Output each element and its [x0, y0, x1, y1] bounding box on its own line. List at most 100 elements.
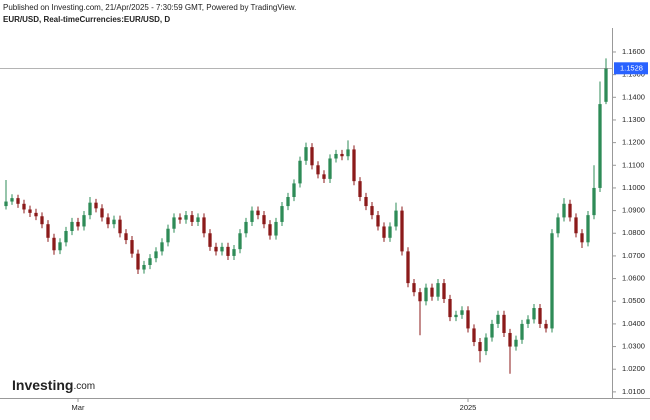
candle-body — [250, 210, 254, 222]
candle-body — [232, 249, 236, 256]
y-tick-label: 1.0900 — [622, 206, 645, 215]
candle-body — [532, 308, 536, 320]
candle-body — [10, 198, 14, 202]
candle-body — [226, 246, 230, 256]
candle-body — [124, 233, 128, 241]
candle-body — [286, 197, 290, 207]
candle-body — [418, 292, 422, 302]
candle-body — [526, 319, 530, 324]
candle-body — [70, 221, 74, 231]
candle-body — [562, 203, 566, 218]
candle-body — [556, 217, 560, 234]
y-tick-label: 1.1100 — [622, 160, 644, 169]
candle-body — [340, 153, 344, 157]
candle-body — [220, 246, 224, 252]
candle-body — [316, 165, 320, 175]
candle-body — [394, 210, 398, 227]
candle-body — [466, 310, 470, 329]
candle-body — [586, 215, 590, 243]
candle-body — [112, 219, 116, 225]
candle-body — [22, 203, 26, 210]
candle-body — [328, 158, 332, 179]
candle-body — [214, 246, 218, 252]
last-price-box — [614, 62, 648, 75]
candle-body — [502, 314, 506, 333]
candle-body — [178, 217, 182, 220]
candle-body — [544, 323, 548, 329]
candle-body — [184, 215, 188, 220]
candle-body — [580, 233, 584, 243]
candle-body — [388, 226, 392, 238]
candle-body — [382, 226, 386, 238]
y-tick-label: 1.0400 — [622, 319, 645, 328]
candle-body — [358, 181, 362, 198]
candle-body — [508, 332, 512, 347]
candle-body — [196, 217, 200, 222]
candle-body — [430, 287, 434, 297]
last-price-label: 1.1528 — [620, 63, 643, 72]
candle-body — [40, 216, 44, 225]
candle-body — [370, 206, 374, 216]
candle-body — [106, 217, 110, 225]
candle-body — [574, 217, 578, 234]
candle-body — [256, 210, 260, 216]
candle-body — [142, 264, 146, 270]
candle-body — [376, 215, 380, 227]
candle-body — [592, 187, 596, 216]
candle-body — [94, 202, 98, 209]
x-tick-label: 2025 — [460, 403, 477, 412]
candle-body — [520, 323, 524, 340]
y-tick-label: 1.1200 — [622, 138, 645, 147]
candle-body — [166, 228, 170, 243]
candle-body — [82, 215, 86, 227]
candle-body — [136, 253, 140, 270]
candle-body — [160, 242, 164, 252]
candle-body — [424, 287, 428, 302]
candle-body — [568, 203, 572, 218]
candle-body — [436, 283, 440, 297]
candle-body — [46, 224, 50, 238]
x-tick-label: Mar — [72, 403, 85, 412]
candle-body — [4, 201, 8, 207]
candle-body — [88, 202, 92, 216]
candle-body — [298, 160, 302, 184]
candle-body — [238, 233, 242, 250]
candle-body — [208, 233, 212, 247]
candle-body — [76, 221, 80, 227]
candle-body — [322, 174, 326, 179]
candle-body — [484, 337, 488, 352]
candle-body — [304, 147, 308, 161]
candle-body — [52, 237, 56, 251]
candle-body — [514, 339, 518, 347]
candle-body — [604, 68, 608, 102]
y-tick-label: 1.0500 — [622, 296, 645, 305]
candle-body — [244, 221, 248, 234]
candle-body — [202, 217, 206, 234]
candle-body — [310, 147, 314, 166]
candle-body — [496, 314, 500, 324]
logo-suffix: .com — [73, 381, 95, 392]
candle-body — [448, 298, 452, 318]
candle-body — [292, 183, 296, 198]
candle-body — [274, 221, 278, 236]
logo-name: Investing — [12, 377, 73, 393]
candle-body — [550, 233, 554, 329]
candle-body — [472, 328, 476, 343]
candle-body — [172, 217, 176, 229]
candle-body — [64, 230, 68, 243]
candle-body — [262, 215, 266, 225]
candle-body — [442, 283, 446, 299]
candle-body — [364, 197, 368, 207]
candle-body — [154, 251, 158, 259]
candle-body — [538, 308, 542, 324]
candle-body — [148, 258, 152, 265]
y-tick-label: 1.1300 — [622, 115, 645, 124]
candle-body — [34, 212, 38, 217]
candle-body — [490, 323, 494, 338]
y-tick-label: 1.1400 — [622, 92, 645, 101]
candle-body — [346, 149, 350, 157]
candle-body — [280, 206, 284, 222]
candle-body — [118, 219, 122, 234]
candle-body — [460, 310, 464, 315]
